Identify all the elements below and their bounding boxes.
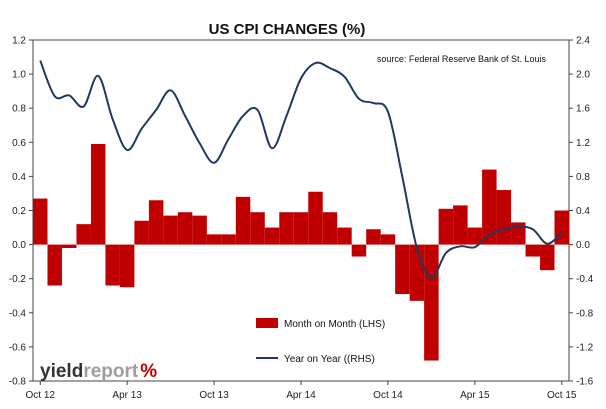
right-tick-label: 2.0 (576, 70, 590, 81)
left-tick-label: 1.0 (12, 70, 26, 81)
right-tick-label: 0.8 (576, 172, 590, 183)
left-tick-label: 0.4 (12, 172, 26, 183)
bar-mom (380, 234, 396, 245)
bar-mom (177, 212, 193, 245)
right-tick-label: 0.0 (576, 240, 590, 251)
right-tick-label: 2.4 (576, 36, 590, 47)
bar-mom (496, 190, 512, 245)
bar-mom (482, 169, 497, 245)
bar-mom (148, 200, 164, 245)
bar-mom (540, 244, 555, 271)
left-tick-label: 1.2 (12, 36, 26, 47)
bar-mom (554, 210, 569, 245)
x-tick-label: Oct 14 (373, 390, 403, 401)
bar-mom (322, 212, 338, 245)
legend-swatch-mom (256, 318, 278, 328)
bar-mom (134, 220, 149, 245)
left-tick-label: 0.6 (12, 138, 26, 149)
chart-title: US CPI CHANGES (%) (209, 21, 366, 38)
x-tick-label: Oct 15 (547, 390, 577, 401)
left-tick-label: -0.4 (9, 308, 27, 319)
right-tick-label: -1.6 (576, 377, 594, 388)
line-series (39, 60, 563, 279)
bar-mom (366, 229, 381, 245)
bar-mom (119, 244, 135, 288)
left-tick-label: -0.2 (9, 274, 27, 285)
bar-mom (163, 215, 178, 245)
x-tick-label: Oct 12 (26, 390, 56, 401)
right-tick-label: -0.8 (576, 308, 594, 319)
bar-mom (250, 212, 265, 245)
yoy-line (39, 60, 563, 279)
left-axis: -0.8 -0.6 -0.4 -0.2 0.0 0.2 0.4 0.6 0.8 1.0 1.2 (9, 36, 33, 388)
bar-mom (264, 227, 280, 245)
x-tick-label: Apr 13 (112, 390, 142, 401)
logo-mark: % (140, 361, 157, 382)
right-tick-label: 1.2 (576, 138, 590, 149)
bar-mom (308, 191, 323, 245)
legend-label-mom: Month on Month (LHS) (284, 319, 385, 330)
left-tick-label: -0.8 (9, 377, 27, 388)
bar-mom (105, 244, 120, 286)
x-tick-label: Apr 14 (286, 390, 316, 401)
bar-mom (90, 144, 106, 245)
source-note: source: Federal Reserve Bank of St. Loui… (377, 54, 547, 64)
bar-mom (409, 244, 425, 301)
bar-mom (293, 212, 309, 245)
right-tick-label: 0.4 (576, 206, 590, 217)
yieldreport-logo: yieldreport% (40, 361, 157, 382)
left-tick-label: 0.2 (12, 206, 26, 217)
bar-mom (76, 224, 91, 245)
bar-mom (47, 244, 62, 286)
bar-mom (61, 244, 77, 249)
logo-part2: report (83, 361, 139, 382)
bar-mom (453, 205, 468, 245)
svg-text:yieldreport%: yieldreport% (40, 361, 157, 382)
bar-mom (33, 198, 48, 245)
right-tick-label: 1.6 (576, 104, 590, 115)
x-axis: Oct 12 Apr 13 Oct 13 Apr 14 Oct 14 Apr 15 Oct … (26, 381, 577, 401)
right-tick-label: -0.4 (576, 274, 594, 285)
bar-mom (424, 244, 439, 361)
legend-label-yoy: Year on Year ((RHS) (284, 354, 375, 365)
left-tick-label: -0.6 (9, 342, 27, 353)
left-tick-label: 0.8 (12, 104, 26, 115)
bar-mom (279, 212, 294, 245)
bar-mom (351, 244, 367, 257)
bar-mom (192, 215, 207, 245)
bar-mom (395, 244, 410, 295)
bar-mom (337, 227, 352, 245)
bar-mom (438, 208, 454, 245)
bar-mom (525, 244, 541, 257)
right-axis: -1.6 -1.2 -0.8 -0.4 0.0 0.4 0.8 1.2 1.6 2.0 2.4 (569, 36, 594, 388)
x-tick-label: Oct 13 (199, 390, 229, 401)
left-tick-label: 0.0 (12, 240, 26, 251)
bar-mom (221, 234, 236, 245)
bar-mom (206, 234, 222, 245)
bar-mom (467, 227, 483, 245)
legend: Month on Month (LHS) Year on Year ((RHS) (256, 318, 385, 365)
x-tick-label: Apr 15 (460, 390, 490, 401)
bar-mom (235, 196, 251, 245)
logo-part1: yield (40, 361, 83, 382)
right-tick-label: -1.2 (576, 342, 594, 353)
